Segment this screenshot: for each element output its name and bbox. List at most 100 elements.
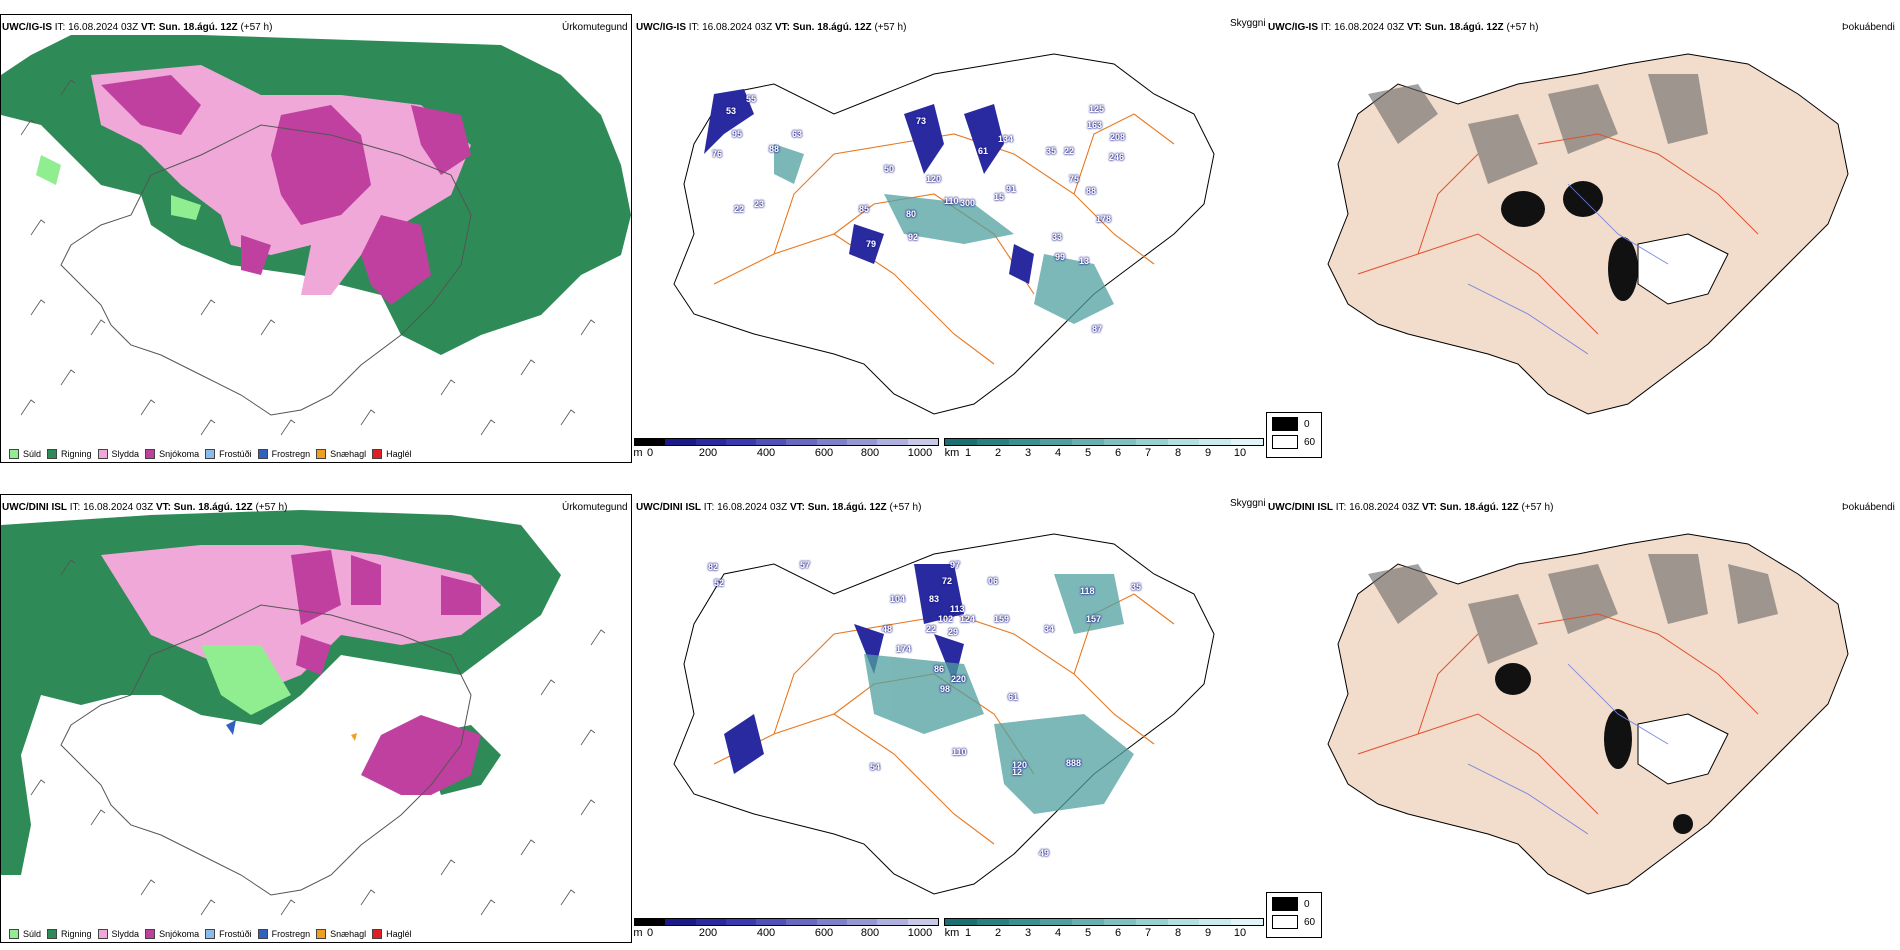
init-time: IT: 16.08.2024 03Z [1320,22,1405,33]
ceiling-tick: 1000 [907,927,933,939]
ceiling-value-label: 75 [1069,174,1080,184]
ceiling-value-label: 48 [882,624,893,634]
legend-label: Frostregn [271,929,311,939]
ceiling-value-label: 888 [1066,758,1082,768]
valid-time: VT: Sun. 18.ágú. 12Z [1406,22,1504,33]
ceiling-value-label: 53 [726,106,737,116]
ceiling-value-label: 57 [800,560,811,570]
fog-swatch [1272,435,1298,449]
header-precip-2: UWC/DINI ISL IT: 16.08.2024 03Z VT: Sun.… [2,502,287,513]
precip-title-1: Úrkomutegund [562,22,628,33]
legend-label: Snæhagl [330,449,367,459]
ceiling-unit: m [633,927,643,939]
ceiling-value-label: 104 [890,594,906,604]
visibility-colorbar [944,918,1264,926]
ceiling-value-label: 110 [944,196,959,206]
model-name: UWC/DINI ISL [2,502,67,513]
valid-time: VT: Sun. 18.ágú. 12Z [155,502,253,513]
fog-map-1 [1268,34,1868,444]
init-time: IT: 16.08.2024 03Z [69,502,154,513]
ceiling-value-label: 63 [792,129,803,139]
legend-swatch [47,449,58,459]
ceiling-unit: m [633,447,643,459]
header-fog-2: UWC/DINI ISL IT: 16.08.2024 03Z VT: Sun.… [1268,502,1553,513]
visibility-map-2 [634,514,1234,924]
fog-map-2 [1268,514,1868,924]
ceiling-value-label: 61 [1008,692,1019,702]
fog-swatch [1272,417,1298,431]
legend-swatch [257,929,268,939]
ceiling-tick: 400 [756,447,776,459]
visibility-tick: 9 [1204,447,1212,459]
valid-time: VT: Sun. 18.ágú. 12Z [1421,502,1519,513]
ceiling-value-label: 91 [1006,184,1017,194]
ceiling-value-label: 220 [951,674,967,684]
init-time: IT: 16.08.2024 03Z [54,22,139,33]
fog-legend-label: 0 [1304,418,1310,430]
visibility-title-1: Skyggni [1230,18,1266,29]
visibility-scale-2: km 1 2 3 4 5 6 7 8 9 10 [944,918,1264,940]
init-time: IT: 16.08.2024 03Z [1335,502,1420,513]
legend-swatch [372,449,383,459]
ceiling-value-label: 174 [896,644,912,654]
legend-swatch [9,929,19,939]
ceiling-value-label: 88 [1086,186,1097,196]
ceiling-value-label: 79 [866,239,877,249]
legend-swatch [145,929,156,939]
fog-legend-row: 60 [1272,915,1316,929]
ceiling-value-label: 73 [916,116,927,126]
precip-map-2: Súld Rigning Slydda Snjókoma Frostúði Fr… [0,494,632,943]
ceiling-value-label: 134 [998,134,1014,144]
valid-time: VT: Sun. 18.ágú. 12Z [789,502,887,513]
legend-swatch [145,449,156,459]
legend-label: Slydda [111,929,140,939]
legend-label: Snæhagl [330,929,367,939]
fog-swatch [1272,897,1298,911]
visibility-tick: 7 [1144,927,1152,939]
precip-map-1-svg [1,15,631,462]
ceiling-value-label: 88 [769,144,780,154]
legend-swatch [205,449,216,459]
visibility-unit: km [944,927,960,939]
ceiling-value-label: 163 [1087,120,1103,130]
model-name: UWC/IG-IS [1268,22,1318,33]
visibility-colorbar [944,438,1264,446]
ceiling-tick: 200 [698,447,718,459]
fog-legend-2: 0 60 [1266,892,1322,938]
ceiling-tick: 0 [646,927,654,939]
legend-swatch [257,449,268,459]
ceiling-value-label: 34 [1044,624,1055,634]
legend-label: Haglél [386,449,412,459]
ceiling-value-label: 23 [754,199,765,209]
ceiling-value-label: 35 [1046,146,1057,156]
lead-time: (+57 h) [240,22,273,33]
fog-map-1-svg [1327,53,1849,415]
ceiling-tick: 600 [814,927,834,939]
ceiling-value-label: 113 [950,604,965,614]
ceiling-value-label: 120 [926,174,942,184]
legend-swatch [205,929,216,939]
visibility-tick: 4 [1054,447,1062,459]
ceiling-value-label: 49 [1039,848,1050,858]
visibility-tick: 7 [1144,447,1152,459]
legend-label: Haglél [386,929,412,939]
ceiling-value-label: 85 [859,204,870,214]
ceiling-value-label: 22 [1064,146,1075,156]
ceiling-colorbar [634,918,939,926]
visibility-tick: 1 [964,447,972,459]
header-visibility-1: UWC/IG-IS IT: 16.08.2024 03Z VT: Sun. 18… [636,22,906,33]
ceiling-scale-1: m 0 200 400 600 800 1000 [633,438,939,460]
legend-label: Súld [23,449,42,459]
ceiling-value-label: 61 [978,146,989,156]
visibility-tick: 4 [1054,927,1062,939]
ceiling-value-label: 22 [734,204,745,214]
header-precip-1: UWC/IG-IS IT: 16.08.2024 03Z VT: Sun. 18… [2,22,272,33]
lead-time: (+57 h) [255,502,288,513]
precip-map-2-svg [1,495,631,942]
ceiling-value-label: 22 [926,624,937,634]
visibility-tick: 1 [964,927,972,939]
visibility-tick: 6 [1114,447,1122,459]
ceiling-value-label: 83 [929,594,940,604]
visibility-map-2-svg [673,533,1215,895]
ceiling-value-label: 80 [906,209,917,219]
